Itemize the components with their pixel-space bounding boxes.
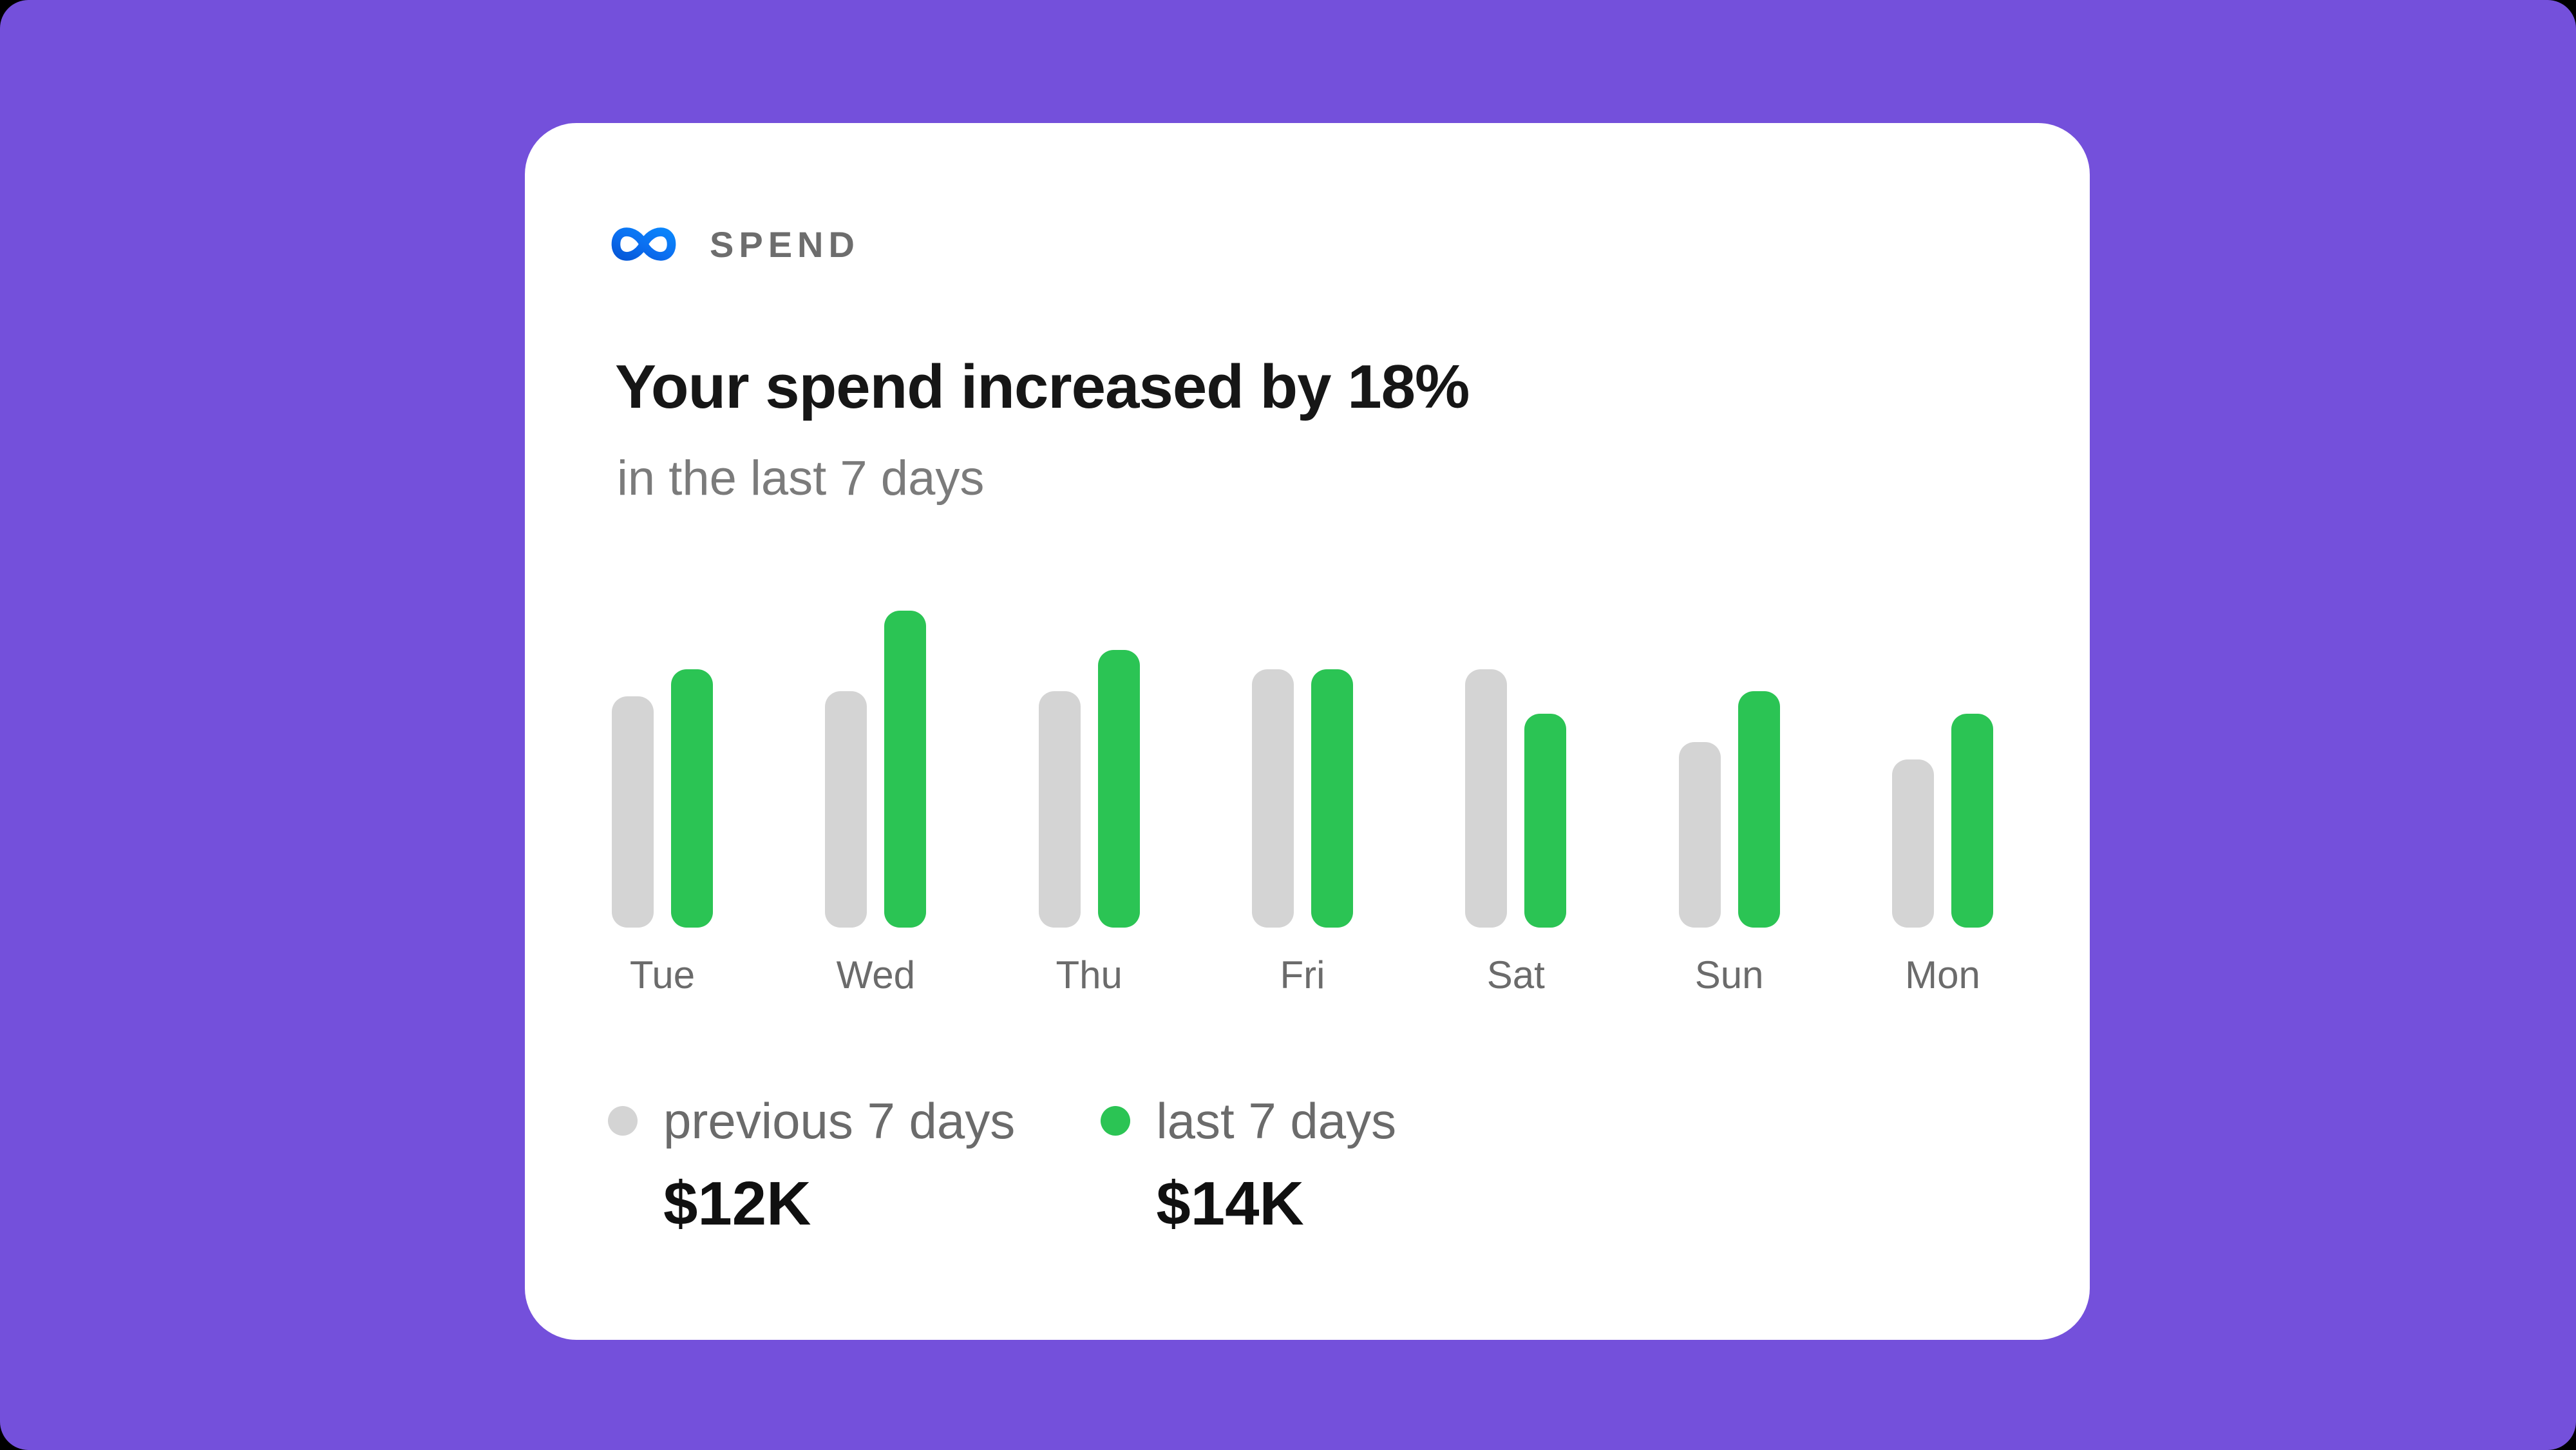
bar-sun-previous: [1678, 742, 1721, 928]
day-label-fri: Fri: [1280, 953, 1325, 997]
bar-group-sun: Sun: [1678, 611, 1780, 997]
legend-row: previous 7 days: [608, 1091, 1015, 1150]
bar-group-wed: Wed: [825, 611, 927, 997]
bar-pair: [1891, 611, 1993, 928]
day-label-tue: Tue: [629, 953, 696, 997]
legend-label-previous: previous 7 days: [663, 1092, 1016, 1149]
bar-pair: [825, 611, 927, 928]
bar-group-thu: Thu: [1038, 611, 1140, 997]
legend-item-previous-7-days: previous 7 days $12K: [608, 1091, 1015, 1238]
bar-group-fri: Fri: [1251, 611, 1353, 997]
grouped-bar-chart: Tue Wed Thu Fri Sat Sun Mon: [612, 611, 1993, 995]
bar-sat-last: [1524, 714, 1567, 928]
day-label-sun: Sun: [1694, 953, 1764, 997]
bar-tue-previous: [612, 696, 654, 928]
legend-value-previous: $12K: [663, 1169, 811, 1238]
legend-dot-last-icon: [1101, 1106, 1131, 1136]
card-title: Your spend increased by 18%: [615, 352, 1470, 421]
bar-group-sat: Sat: [1465, 611, 1567, 997]
legend-label-last: last 7 days: [1156, 1092, 1397, 1149]
bar-pair: [1251, 611, 1353, 928]
bar-fri-previous: [1251, 669, 1294, 928]
brand-label: SPEND: [710, 224, 860, 265]
bar-pair: [1038, 611, 1140, 928]
bar-wed-last: [884, 611, 927, 928]
legend-dot-previous-icon: [608, 1106, 638, 1136]
bar-pair: [1678, 611, 1780, 928]
brand-header: SPEND: [610, 220, 860, 269]
legend-value-last: $14K: [1156, 1169, 1304, 1238]
day-label-thu: Thu: [1056, 953, 1122, 997]
day-label-wed: Wed: [836, 953, 915, 997]
bar-wed-previous: [825, 691, 867, 928]
bar-pair: [612, 611, 713, 928]
card-subtitle: in the last 7 days: [617, 451, 985, 506]
bar-sat-previous: [1465, 669, 1508, 928]
bar-fri-last: [1311, 669, 1353, 928]
legend-item-last-7-days: last 7 days $14K: [1101, 1091, 1396, 1238]
bar-thu-previous: [1038, 691, 1081, 928]
legend-row: last 7 days: [1101, 1091, 1396, 1150]
bar-sun-last: [1738, 691, 1780, 928]
bar-mon-last: [1951, 714, 1993, 928]
bar-thu-last: [1097, 650, 1140, 928]
bar-group-mon: Mon: [1891, 611, 1993, 997]
meta-logo-icon: [610, 222, 677, 267]
day-label-mon: Mon: [1905, 953, 1980, 997]
bar-pair: [1465, 611, 1567, 928]
bar-group-tue: Tue: [612, 611, 713, 995]
spend-summary-card: SPEND Your spend increased by 18% in the…: [525, 123, 2090, 1340]
bar-tue-last: [671, 669, 713, 928]
day-label-sat: Sat: [1486, 953, 1545, 997]
bar-mon-previous: [1891, 759, 1934, 928]
chart-legend: previous 7 days $12K last 7 days $14K: [608, 1091, 1396, 1238]
